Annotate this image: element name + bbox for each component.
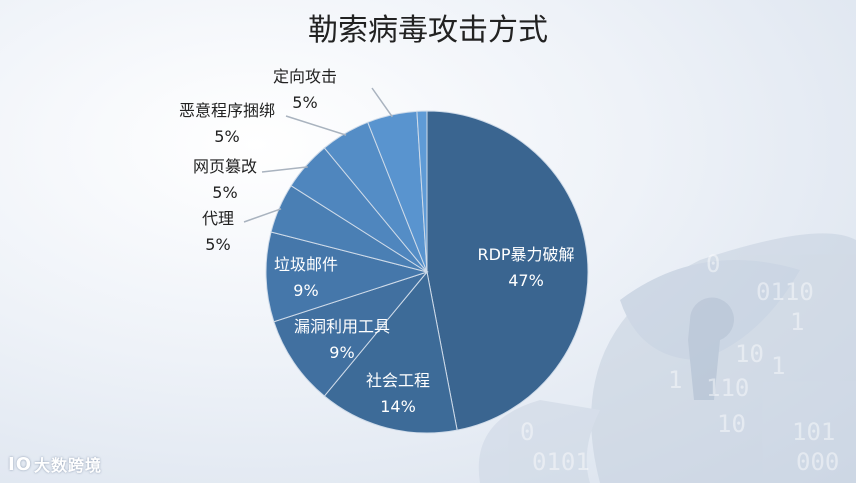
svg-text:1: 1 [790,308,804,336]
slice-value-label: 47% [508,271,544,290]
leader-line [285,115,347,136]
svg-text:110: 110 [706,374,749,402]
svg-text:0101: 0101 [532,448,590,476]
slice-value-label: 14% [380,397,416,416]
chart-title: 勒索病毒攻击方式 [308,13,548,48]
svg-text:0: 0 [706,250,720,278]
svg-text:10: 10 [717,410,746,438]
svg-text:1: 1 [771,352,785,380]
slice-label: RDP暴力破解 [477,245,574,264]
slice-label: 漏洞利用工具 [294,317,390,336]
watermark-logo: IO 大数跨境 [8,452,102,476]
logo-text: 大数跨境 [34,456,103,475]
slice-label: 定向攻击 [273,67,337,86]
svg-text:101: 101 [792,418,835,446]
svg-text:0: 0 [520,418,534,446]
svg-text:0110: 0110 [756,278,814,306]
pie-slice [323,270,458,434]
pie-slices [265,110,589,434]
keyhole-icon [688,297,734,400]
slice-value-label: 5% [212,183,237,202]
svg-text:10: 10 [735,340,764,368]
pie-slice [265,231,429,323]
slice-labels: RDP暴力破解 47% 社会工程 14% 漏洞利用工具 9% 垃圾邮件 9% 代理 5% 网页篡改 5… [179,67,575,416]
slice-value-label: 9% [329,343,354,362]
slice-label: 恶意程序捆绑 [179,101,275,120]
logo-mark: IO [8,453,32,475]
slice-label: 垃圾邮件 [274,255,338,274]
slice-value-label: 5% [292,93,317,112]
pie-slice [426,110,589,431]
leader-line [371,87,393,118]
leader-line [261,166,308,173]
slice-value-label: 5% [214,127,239,146]
slice-label: 代理 [202,209,234,228]
leader-line [243,208,282,223]
slice-label: 社会工程 [366,371,430,390]
pie-slice [273,270,429,397]
pie-slice [416,110,428,273]
slice-value-label: 5% [205,235,230,254]
svg-text:1: 1 [668,366,682,394]
slice-label: 网页篡改 [193,157,257,176]
leader-lines [243,87,393,223]
svg-text:000: 000 [796,448,839,476]
slice-value-label: 9% [293,281,318,300]
